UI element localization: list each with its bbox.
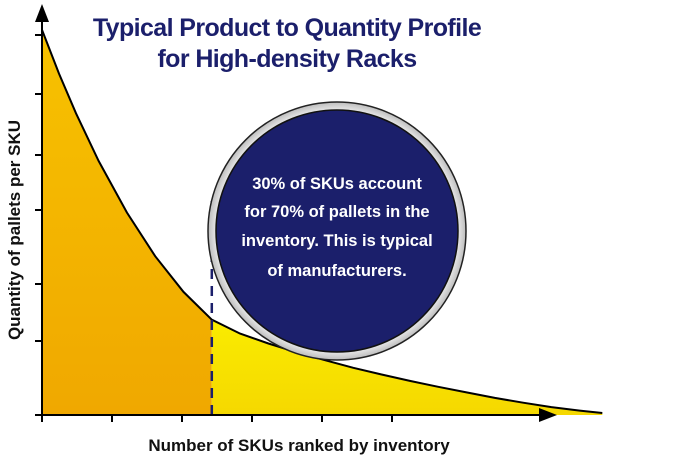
y-axis-label: Quantity of pallets per SKU bbox=[5, 120, 24, 340]
annotation-line-4: of manufacturers. bbox=[267, 262, 406, 280]
annotation-callout: 30% of SKUs account for 70% of pallets i… bbox=[207, 101, 467, 361]
area-top-30-percent bbox=[42, 29, 212, 416]
annotation-disc bbox=[215, 109, 459, 353]
y-axis-arrow bbox=[35, 4, 49, 22]
x-axis-arrow bbox=[539, 408, 557, 422]
axes bbox=[35, 4, 557, 422]
annotation-line-1: 30% of SKUs account bbox=[252, 175, 422, 193]
annotation-line-3: inventory. This is typical bbox=[241, 232, 432, 250]
chart-subtitle: for High-density Racks bbox=[157, 45, 416, 73]
area-remaining-70-percent bbox=[211, 319, 603, 415]
chart-title: Typical Product to Quantity Profile bbox=[93, 14, 482, 42]
annotation-line-2: for 70% of pallets in the bbox=[244, 203, 429, 221]
x-axis-label: Number of SKUs ranked by inventory bbox=[148, 436, 450, 455]
ticks bbox=[35, 34, 393, 422]
